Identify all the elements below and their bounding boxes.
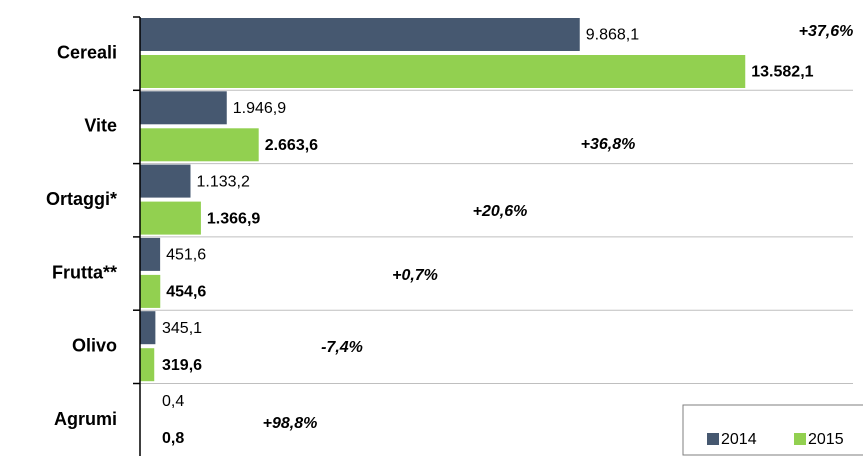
value-label: 345,1 bbox=[162, 320, 202, 337]
bar bbox=[140, 164, 191, 198]
value-label: 0,4 bbox=[162, 393, 184, 410]
annotation: +37,6% bbox=[799, 23, 854, 40]
bar bbox=[140, 274, 161, 308]
category-label: Frutta** bbox=[52, 262, 117, 282]
legend-label: 2014 bbox=[721, 431, 757, 448]
bar bbox=[140, 91, 227, 125]
value-label: 2.663,6 bbox=[265, 137, 318, 154]
annotation: +0,7% bbox=[392, 267, 438, 284]
bar bbox=[140, 18, 580, 51]
category-label: Cereali bbox=[57, 42, 117, 62]
bar bbox=[140, 201, 201, 235]
bar bbox=[140, 348, 155, 382]
legend-label: 2015 bbox=[808, 431, 844, 448]
bar bbox=[140, 128, 259, 162]
value-label: 319,6 bbox=[162, 357, 202, 374]
bar bbox=[140, 311, 156, 345]
value-label: 13.582,1 bbox=[751, 64, 813, 81]
value-label: 451,6 bbox=[166, 247, 206, 264]
legend-swatch bbox=[794, 433, 806, 445]
legend-swatch bbox=[707, 433, 719, 445]
annotation: +20,6% bbox=[473, 203, 528, 220]
legend-box bbox=[682, 404, 863, 456]
category-label: Vite bbox=[84, 116, 117, 136]
bar bbox=[140, 237, 161, 271]
annotation: +36,8% bbox=[581, 136, 636, 153]
category-label: Agrumi bbox=[54, 409, 117, 429]
value-label: 1.133,2 bbox=[196, 173, 249, 190]
value-label: 9.868,1 bbox=[586, 27, 639, 44]
value-label: 1.946,9 bbox=[233, 100, 286, 117]
value-label: 1.366,9 bbox=[207, 210, 260, 227]
value-label: 0,8 bbox=[162, 430, 184, 447]
bar bbox=[140, 55, 746, 88]
category-label: Olivo bbox=[72, 336, 117, 356]
category-label: Ortaggi* bbox=[46, 189, 117, 209]
value-label: 454,6 bbox=[166, 284, 206, 301]
annotation: +98,8% bbox=[263, 415, 318, 432]
annotation: -7,4% bbox=[321, 339, 363, 356]
